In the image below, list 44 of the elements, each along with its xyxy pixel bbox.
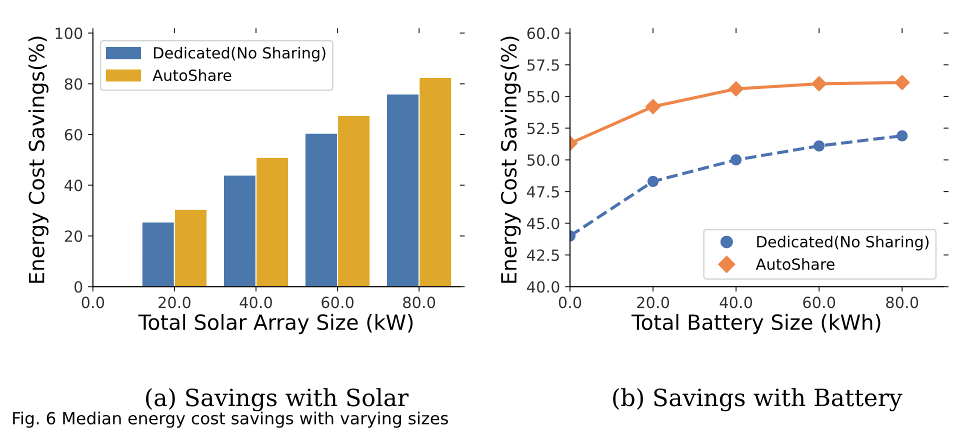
point (814, 140, 825, 152)
x-tick-label: 0.0 (82, 296, 104, 308)
y-axis-title: Energy Cost Savings(%) (28, 36, 48, 283)
y-tick-label: 42.5 (527, 249, 559, 261)
point (730, 154, 742, 166)
y-tick-label: 55.0 (527, 90, 560, 102)
y-tick-label: 40.0 (527, 281, 560, 293)
y-tick-label: 60 (64, 128, 82, 141)
y-axis-title: Energy Cost Savings(%) (500, 36, 521, 283)
x-tick-label: 0.0 (558, 296, 582, 308)
point (896, 130, 908, 142)
y-tick-label: 50.0 (527, 154, 560, 166)
point (728, 81, 744, 96)
y-tick-label: 0 (74, 281, 82, 293)
y-tick-label: 80 (64, 78, 82, 90)
x-axis-title: Total Solar Array Size (kW) (138, 314, 413, 334)
y-tick-label: 40 (64, 180, 82, 192)
x-tick-label: 60.0 (322, 296, 354, 308)
legend-label: Dedicated(No Sharing) (154, 46, 326, 62)
x-tick-label: 20.0 (158, 296, 190, 308)
legend-label: Dedicated(No Sharing) (757, 236, 929, 250)
x-tick-label: 80.0 (886, 296, 918, 308)
x-tick-label: 40.0 (240, 296, 272, 308)
point (894, 74, 910, 90)
caption: Fig. 6 Median energy cost savings with varying sizes (13, 412, 448, 428)
text: (b) Savings with Battery (613, 388, 902, 412)
point (647, 176, 659, 187)
y-tick-label: 45.0 (527, 218, 560, 230)
y-tick-label: 20 (64, 230, 82, 242)
y-tick-label: 57.5 (527, 59, 559, 71)
text: (a) Savings with Solar (146, 388, 409, 412)
y-tick-label: 100 (56, 28, 82, 40)
legend-label: AutoShare (756, 258, 834, 270)
x-tick-label: 80.0 (403, 296, 436, 308)
y-tick-label: 47.5 (527, 186, 559, 198)
y-tick-label: 60.0 (527, 28, 560, 40)
x-tick-label: 20.0 (637, 296, 670, 308)
point (645, 99, 661, 114)
y-tick-label: 52.5 (527, 122, 559, 134)
point (812, 76, 827, 92)
x-tick-label: 40.0 (720, 296, 752, 308)
x-tick-label: 60.0 (803, 296, 836, 308)
legend-label: AutoShare (152, 69, 232, 82)
x-axis-title: Total Battery Size (kWh) (632, 314, 880, 334)
